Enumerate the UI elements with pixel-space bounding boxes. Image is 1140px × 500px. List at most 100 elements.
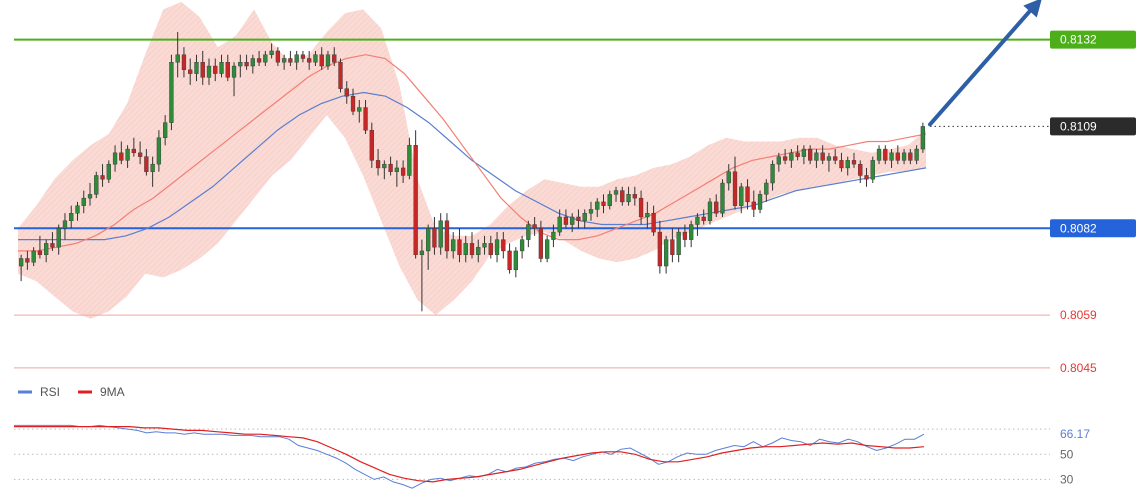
candle bbox=[739, 183, 744, 214]
candle-body bbox=[732, 171, 738, 206]
candle-body bbox=[864, 175, 869, 180]
candle-body bbox=[889, 152, 894, 161]
candle bbox=[563, 209, 569, 229]
candle bbox=[56, 224, 61, 255]
candle bbox=[463, 235, 468, 263]
level-label: 0.8059 bbox=[1060, 308, 1097, 322]
candle-body bbox=[714, 201, 719, 214]
candle bbox=[219, 54, 224, 78]
candle bbox=[81, 190, 86, 214]
candle bbox=[845, 156, 850, 176]
candle-body bbox=[256, 58, 262, 63]
candle bbox=[188, 58, 193, 85]
candle bbox=[156, 130, 162, 172]
candle bbox=[106, 160, 111, 184]
candle bbox=[94, 171, 99, 199]
rsi-line bbox=[14, 424, 925, 489]
candle-body bbox=[156, 137, 162, 165]
candle-body bbox=[363, 107, 368, 131]
candle bbox=[244, 54, 249, 70]
candle-body bbox=[764, 182, 769, 195]
candle-body bbox=[75, 205, 80, 214]
candle-body bbox=[62, 220, 68, 229]
candle bbox=[707, 198, 713, 225]
candle-body bbox=[18, 258, 24, 267]
candle-body bbox=[37, 250, 43, 255]
candle bbox=[231, 62, 237, 97]
candle bbox=[538, 220, 544, 263]
candle-body bbox=[332, 54, 337, 63]
candle-body bbox=[357, 107, 362, 112]
candle-body bbox=[375, 160, 381, 169]
candle-body bbox=[501, 239, 506, 252]
candle bbox=[482, 235, 487, 255]
ma-slow-line bbox=[18, 91, 927, 241]
envelope-band bbox=[18, 1, 926, 319]
candle-body bbox=[626, 194, 631, 203]
candle-body bbox=[388, 163, 393, 172]
candle-body bbox=[676, 231, 681, 255]
candle-body bbox=[770, 163, 775, 184]
candle bbox=[757, 190, 763, 214]
candle-body bbox=[557, 216, 562, 233]
candle bbox=[782, 149, 788, 165]
candle-body bbox=[851, 160, 857, 165]
candle-body bbox=[582, 213, 587, 221]
ma-legend-label: 9MA bbox=[100, 385, 125, 399]
candle bbox=[876, 145, 882, 165]
candle bbox=[632, 186, 637, 206]
ma-fast-line bbox=[18, 54, 927, 252]
candle-body bbox=[914, 148, 919, 161]
projection-arrow-shaft bbox=[928, 2, 1038, 127]
candle-body bbox=[820, 152, 825, 161]
candle bbox=[588, 201, 594, 221]
candle bbox=[269, 43, 274, 59]
candle bbox=[663, 235, 669, 274]
candle bbox=[839, 152, 844, 172]
moving-averages bbox=[18, 54, 927, 252]
candle bbox=[87, 183, 93, 206]
candle-body bbox=[419, 250, 425, 255]
candle bbox=[413, 130, 418, 259]
candle bbox=[720, 179, 725, 217]
candle-body bbox=[137, 152, 143, 157]
candle bbox=[801, 145, 807, 165]
candle-body bbox=[563, 216, 569, 225]
candle bbox=[388, 156, 393, 176]
candle-body bbox=[300, 54, 306, 59]
candle bbox=[826, 152, 832, 172]
candle bbox=[607, 190, 612, 210]
candle-body bbox=[313, 54, 318, 63]
candle-body bbox=[607, 194, 612, 206]
candle bbox=[150, 156, 155, 187]
candle bbox=[300, 50, 306, 63]
candle-body bbox=[413, 145, 418, 255]
candle-body bbox=[494, 239, 500, 255]
candle bbox=[281, 54, 287, 70]
candle bbox=[263, 50, 268, 67]
candle bbox=[651, 205, 656, 236]
candle bbox=[137, 141, 143, 165]
candle bbox=[375, 149, 381, 176]
candle-body bbox=[801, 148, 807, 157]
candle-body bbox=[751, 201, 756, 210]
candle-body bbox=[188, 69, 193, 74]
candle bbox=[69, 205, 74, 229]
candle bbox=[400, 160, 406, 184]
candle bbox=[732, 156, 738, 210]
candle-body bbox=[181, 54, 187, 71]
candle bbox=[175, 32, 180, 78]
level-badge-label: 0.8082 bbox=[1060, 221, 1097, 235]
candle-body bbox=[194, 62, 199, 74]
candle-body bbox=[275, 50, 281, 63]
candle bbox=[44, 239, 49, 263]
candle bbox=[519, 235, 525, 259]
candle bbox=[225, 54, 230, 82]
candle-body bbox=[81, 197, 86, 206]
candle-body bbox=[87, 194, 93, 199]
candle bbox=[75, 201, 80, 221]
candle bbox=[814, 149, 819, 168]
candle-body bbox=[814, 152, 819, 161]
candle-body bbox=[163, 122, 168, 138]
candle bbox=[194, 54, 199, 82]
